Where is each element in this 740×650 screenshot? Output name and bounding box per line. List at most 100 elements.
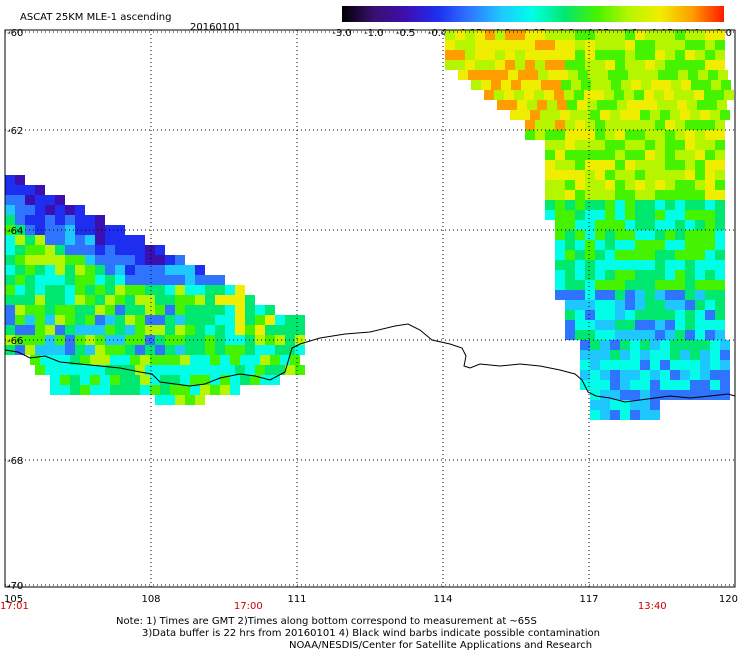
swath-cell xyxy=(610,380,620,390)
swath-cell xyxy=(215,305,225,315)
swath-cell xyxy=(675,290,685,300)
swath-cell xyxy=(545,30,555,40)
swath-cell xyxy=(610,110,620,120)
swath-cell xyxy=(95,235,105,245)
swath-cell xyxy=(35,225,45,235)
swath-cell xyxy=(585,40,595,50)
swath-cell xyxy=(675,160,685,170)
swath-cell xyxy=(585,300,595,310)
swath-cell xyxy=(95,215,105,225)
swath-cell xyxy=(675,190,685,200)
swath-cell xyxy=(655,260,665,270)
swath-cell xyxy=(25,205,35,215)
swath-cell xyxy=(15,205,25,215)
swath-cell xyxy=(645,200,655,210)
swath-cell xyxy=(665,300,675,310)
swath-cell xyxy=(665,210,675,220)
swath-cell xyxy=(614,90,624,100)
swath-cell xyxy=(670,340,680,350)
swath-cell xyxy=(625,280,635,290)
swath-cell xyxy=(160,385,170,395)
swath-cell xyxy=(265,345,275,355)
swath-cell xyxy=(577,100,587,110)
swath-cell xyxy=(600,110,610,120)
swath-cell xyxy=(145,325,155,335)
swath-cell xyxy=(565,170,575,180)
swath-cell xyxy=(690,340,700,350)
swath-cell xyxy=(675,210,685,220)
swath-cell xyxy=(655,60,665,70)
swath-cell xyxy=(35,265,45,275)
swath-cell xyxy=(595,40,605,50)
swath-cell xyxy=(605,310,615,320)
swath-cell xyxy=(575,140,585,150)
swath-cell xyxy=(195,285,205,295)
swath-cell xyxy=(625,300,635,310)
swath-cell xyxy=(285,345,295,355)
swath-cell xyxy=(530,110,540,120)
swath-cell xyxy=(290,355,300,365)
swath-cell xyxy=(215,285,225,295)
swath-cell xyxy=(25,315,35,325)
swath-cell xyxy=(140,355,150,365)
swath-cell xyxy=(655,150,665,160)
swath-cell xyxy=(645,230,655,240)
swath-cell xyxy=(645,220,655,230)
swath-cell xyxy=(85,265,95,275)
swath-cell xyxy=(115,245,125,255)
swath-cell xyxy=(45,195,55,205)
swath-cell xyxy=(604,90,614,100)
swath-cell xyxy=(625,270,635,280)
swath-cell xyxy=(685,270,695,280)
swath-cell xyxy=(655,130,665,140)
swath-cell xyxy=(455,50,465,60)
swath-cell xyxy=(105,275,115,285)
swath-cell xyxy=(620,400,630,410)
swath-cell xyxy=(640,360,650,370)
plot-border xyxy=(4,29,736,588)
swath-cell xyxy=(695,60,705,70)
swath-cell xyxy=(465,30,475,40)
swath-cell xyxy=(295,315,305,325)
swath-cell xyxy=(705,180,715,190)
swath-cell xyxy=(685,250,695,260)
swath-cell xyxy=(565,260,575,270)
swath-cell xyxy=(640,390,650,400)
swath-cell xyxy=(635,50,645,60)
swath-cell xyxy=(235,335,245,345)
swath-cell xyxy=(615,120,625,130)
swath-cell xyxy=(95,275,105,285)
swath-cell xyxy=(575,50,585,60)
swath-cell xyxy=(265,305,275,315)
swath-cell xyxy=(715,260,725,270)
swath-cell xyxy=(45,285,55,295)
swath-cell xyxy=(575,180,585,190)
swath-cell xyxy=(60,375,70,385)
swath-cell xyxy=(514,90,524,100)
swath-cell xyxy=(655,140,665,150)
swath-cell xyxy=(565,30,575,40)
swath-cell xyxy=(555,50,565,60)
swath-cell xyxy=(555,210,565,220)
swath-cell xyxy=(635,210,645,220)
swath-cell xyxy=(5,255,15,265)
swath-cell xyxy=(665,190,675,200)
swath-cell xyxy=(705,200,715,210)
swath-cell xyxy=(720,390,730,400)
swath-cell xyxy=(55,205,65,215)
swath-cell xyxy=(25,185,35,195)
swath-cell xyxy=(680,360,690,370)
swath-cell xyxy=(595,240,605,250)
swath-cell xyxy=(125,285,135,295)
swath-cell xyxy=(45,205,55,215)
swath-cell xyxy=(295,345,305,355)
swath-cell xyxy=(610,410,620,420)
swath-cell xyxy=(155,285,165,295)
swath-cell xyxy=(655,190,665,200)
swath-cell xyxy=(665,60,675,70)
swath-cell xyxy=(687,100,697,110)
swath-cell xyxy=(155,265,165,275)
swath-cell xyxy=(715,220,725,230)
swath-cell xyxy=(565,300,575,310)
swath-cell xyxy=(35,255,45,265)
